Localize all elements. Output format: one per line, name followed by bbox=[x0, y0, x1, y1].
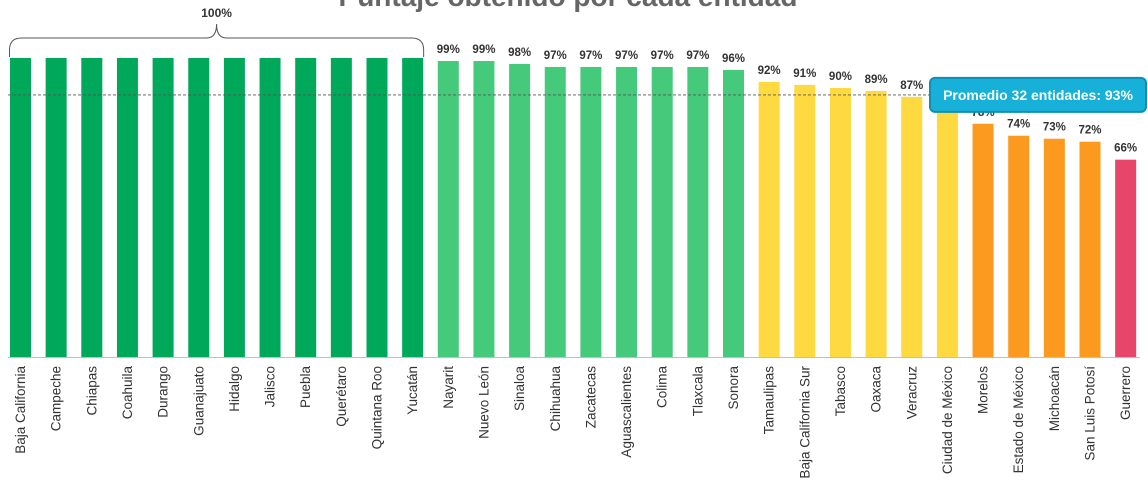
bar-29 bbox=[1043, 138, 1065, 357]
value-label-14: 98% bbox=[508, 47, 531, 59]
bar-9 bbox=[330, 58, 352, 357]
tick-label-30: San Luis Potosí bbox=[1083, 366, 1098, 461]
bar-8 bbox=[295, 58, 317, 357]
bar-5 bbox=[188, 58, 210, 357]
value-label-17: 97% bbox=[615, 50, 638, 62]
bar-26 bbox=[936, 102, 958, 357]
value-label-29: 73% bbox=[1043, 122, 1066, 134]
tick-label-16: Zacatecas bbox=[583, 366, 598, 429]
value-label-16: 97% bbox=[579, 50, 602, 62]
tick-label-17: Aguascalientes bbox=[619, 366, 634, 458]
bar-14 bbox=[509, 63, 531, 357]
tick-label-9: Querétaro bbox=[334, 366, 349, 427]
value-label-31: 66% bbox=[1114, 143, 1137, 155]
bar-20 bbox=[723, 69, 744, 358]
tick-label-3: Coahuila bbox=[120, 366, 135, 420]
bar-15 bbox=[544, 66, 566, 357]
bar-4 bbox=[152, 58, 174, 357]
tick-label-12: Nayarit bbox=[441, 366, 456, 409]
tick-label-21: Tamaulipas bbox=[762, 366, 777, 435]
bar-6 bbox=[223, 58, 245, 357]
value-label-28: 74% bbox=[1007, 119, 1030, 131]
bar-23 bbox=[829, 87, 851, 358]
tick-labels-group: Baja California Campeche Chiapas Coahuila Du… bbox=[13, 366, 1133, 479]
chart-title: Puntaje obtenido por cada entidad bbox=[339, 0, 798, 12]
value-label-22: 91% bbox=[793, 68, 816, 80]
value-label-12: 99% bbox=[437, 44, 460, 56]
tick-label-19: Tlaxcala bbox=[690, 366, 705, 417]
tick-label-22: Baja California Sur bbox=[797, 366, 812, 479]
tick-label-15: Chihuahua bbox=[548, 366, 563, 432]
value-label-19: 97% bbox=[686, 50, 709, 62]
tick-label-28: Estado de México bbox=[1011, 366, 1026, 473]
bars-group bbox=[10, 58, 1137, 358]
bar-13 bbox=[473, 60, 495, 358]
tick-label-8: Puebla bbox=[298, 366, 313, 409]
tick-label-23: Tabasco bbox=[833, 366, 848, 416]
tick-label-13: Nuevo León bbox=[476, 366, 491, 439]
tick-label-2: Chiapas bbox=[84, 366, 99, 416]
bar-17 bbox=[616, 66, 638, 357]
value-label-13: 99% bbox=[472, 44, 495, 56]
bar-1 bbox=[45, 58, 67, 357]
tick-label-4: Durango bbox=[156, 366, 171, 418]
bar-27 bbox=[972, 123, 994, 357]
tick-label-24: Oaxaca bbox=[869, 366, 884, 413]
bar-16 bbox=[580, 66, 602, 357]
average-box bbox=[929, 76, 1147, 113]
value-label-18: 97% bbox=[651, 50, 674, 62]
tick-label-14: Sinaloa bbox=[512, 366, 527, 412]
tick-label-5: Guanajuato bbox=[191, 366, 206, 436]
tick-label-31: Guerrero bbox=[1118, 366, 1133, 420]
bar-19 bbox=[687, 66, 709, 357]
tick-label-6: Hidalgo bbox=[227, 366, 242, 412]
bar-2 bbox=[81, 58, 103, 357]
bar-22 bbox=[794, 84, 816, 357]
value-label-25: 87% bbox=[900, 80, 923, 92]
tick-label-0: Baja California bbox=[13, 366, 28, 454]
bar-28 bbox=[1008, 135, 1030, 357]
bar-3 bbox=[116, 58, 138, 357]
bar-7 bbox=[259, 58, 281, 357]
tick-label-1: Campeche bbox=[49, 366, 64, 431]
bar-31 bbox=[1115, 159, 1137, 357]
bar-10 bbox=[366, 58, 388, 357]
bar-11 bbox=[402, 58, 424, 357]
value-label-20: 96% bbox=[722, 53, 745, 65]
tick-label-11: Yucatán bbox=[405, 366, 420, 415]
bar-0 bbox=[10, 58, 31, 357]
tick-label-26: Ciudad de México bbox=[940, 366, 955, 474]
tick-label-29: Michoacán bbox=[1047, 366, 1062, 431]
tick-label-10: Quintana Roo bbox=[370, 366, 385, 449]
value-label-21: 92% bbox=[758, 65, 781, 77]
bracket-label: 100% bbox=[201, 6, 232, 20]
bracket bbox=[9, 23, 425, 57]
bar-30 bbox=[1079, 141, 1101, 357]
value-label-30: 72% bbox=[1078, 125, 1101, 137]
tick-label-20: Sonora bbox=[726, 366, 741, 410]
value-label-24: 89% bbox=[865, 74, 888, 86]
bar-18 bbox=[651, 66, 673, 357]
bar-21 bbox=[758, 81, 780, 358]
bar-25 bbox=[901, 96, 923, 358]
tick-label-7: Jalisco bbox=[263, 366, 278, 407]
value-label-23: 90% bbox=[829, 71, 852, 83]
tick-label-18: Colima bbox=[655, 366, 670, 409]
bar-12 bbox=[437, 60, 459, 358]
average-label: Promedio 32 entidades: 93% bbox=[943, 87, 1133, 103]
bar-24 bbox=[865, 90, 887, 357]
value-label-15: 97% bbox=[544, 50, 567, 62]
tick-label-27: Morelos bbox=[976, 366, 991, 414]
tick-label-25: Veracruz bbox=[904, 366, 919, 420]
